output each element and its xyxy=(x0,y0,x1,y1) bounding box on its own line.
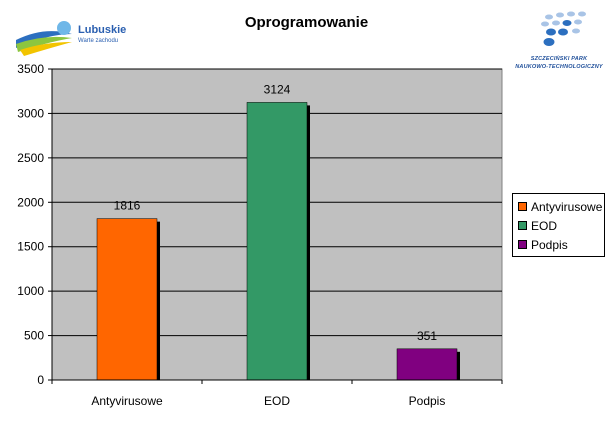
y-tick-label: 2500 xyxy=(17,151,44,165)
legend-label: Antyvirusowe xyxy=(531,200,603,214)
legend-swatch xyxy=(518,202,527,212)
y-tick-label: 500 xyxy=(24,329,44,343)
y-tick-label: 0 xyxy=(37,373,44,387)
legend-item: Podpis xyxy=(518,236,568,254)
lubuskie-brand: Lubuskie xyxy=(78,24,127,36)
x-tick-label: EOD xyxy=(264,394,290,408)
bar-podpis xyxy=(396,348,458,381)
lubuskie-logo: Lubuskie Warte zachodu xyxy=(14,18,134,56)
sptp-line1: SZCZECIŃSKI PARK xyxy=(530,56,588,62)
y-tick-label: 3500 xyxy=(17,62,44,76)
bar-antyvirusowe xyxy=(96,218,158,381)
bar-eod xyxy=(246,102,308,381)
legend-swatch xyxy=(518,221,527,231)
legend-label: EOD xyxy=(531,219,558,233)
data-label: 351 xyxy=(417,329,437,343)
y-tick-label: 3000 xyxy=(17,106,44,120)
sptp-logo: SZCZECIŃSKI PARK NAUKOWO-TECHNOLOGICZNY xyxy=(505,10,613,74)
chart-title: Oprogramowanie xyxy=(244,14,369,31)
legend: Antyvirusowe EOD Podpis xyxy=(512,193,605,257)
sptp-dots-icon xyxy=(541,11,586,46)
lubuskie-logo-icon xyxy=(16,21,72,56)
sptp-line2: NAUKOWO-TECHNOLOGICZNY xyxy=(515,64,603,70)
legend-item: EOD xyxy=(518,217,557,235)
y-tick-label: 2000 xyxy=(17,195,44,209)
data-label: 3124 xyxy=(264,82,291,96)
legend-label: Podpis xyxy=(531,238,568,252)
legend-swatch xyxy=(518,240,527,250)
x-tick-label: Podpis xyxy=(409,394,446,408)
legend-item: Antyvirusowe xyxy=(518,198,602,216)
lubuskie-tagline: Warte zachodu xyxy=(78,38,119,44)
y-tick-label: 1500 xyxy=(17,240,44,254)
y-tick-label: 1000 xyxy=(17,284,44,298)
x-tick-label: Antyvirusowe xyxy=(91,394,163,408)
data-label: 1816 xyxy=(114,199,141,213)
